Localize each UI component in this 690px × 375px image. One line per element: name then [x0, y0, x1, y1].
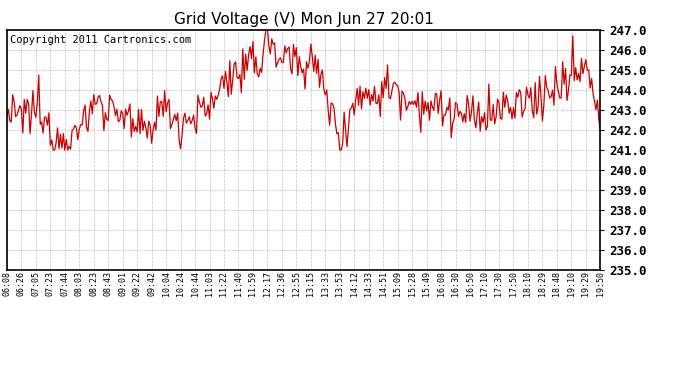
- Text: Copyright 2011 Cartronics.com: Copyright 2011 Cartronics.com: [10, 35, 191, 45]
- Title: Grid Voltage (V) Mon Jun 27 20:01: Grid Voltage (V) Mon Jun 27 20:01: [174, 12, 433, 27]
